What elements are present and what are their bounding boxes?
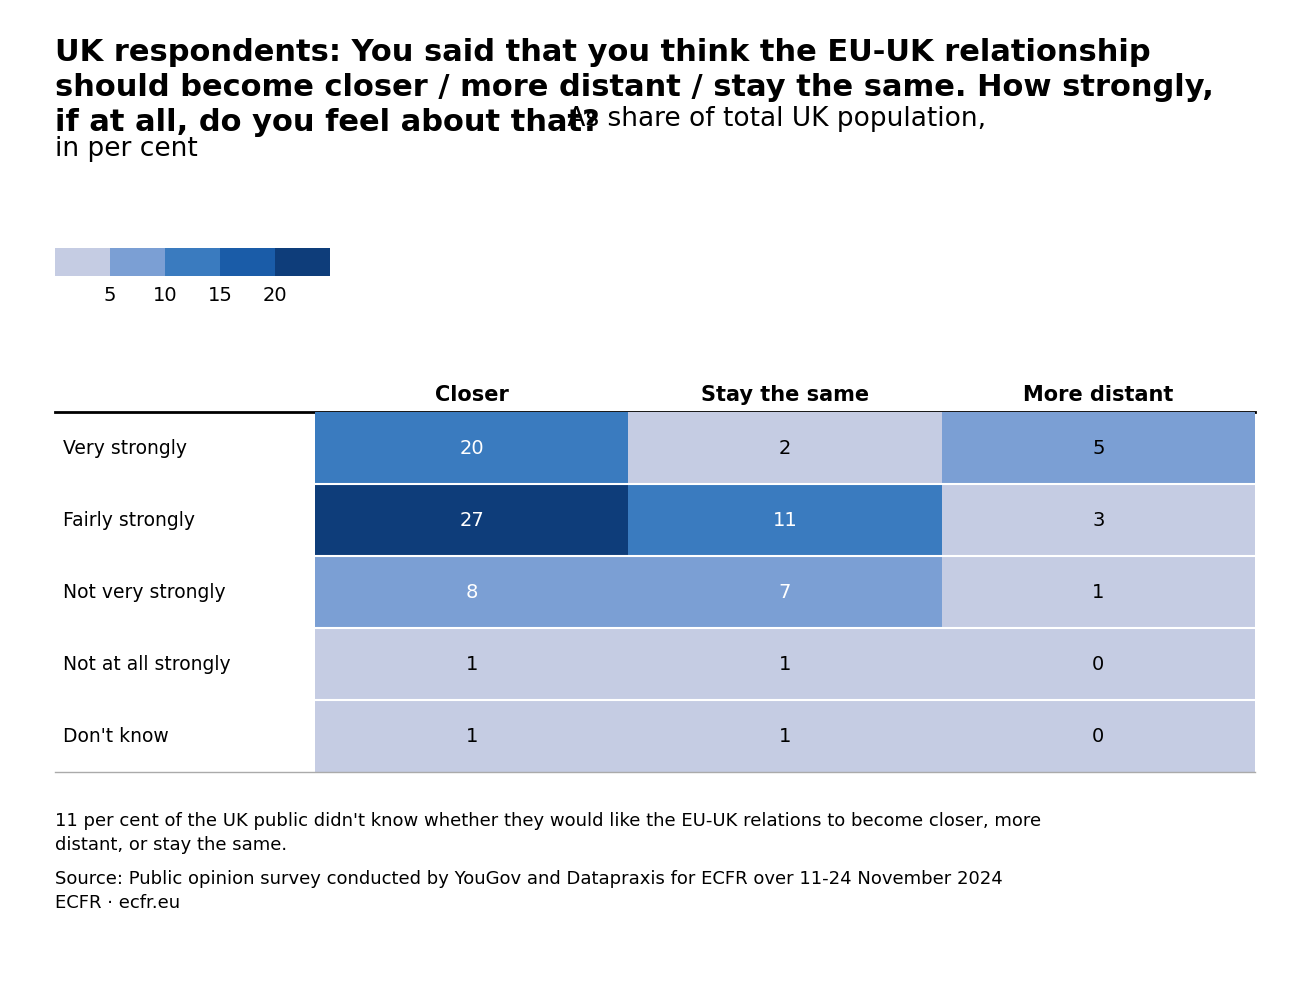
Text: 1: 1 [779,654,792,673]
Bar [628,484,941,556]
Bar [941,412,1254,484]
Text: 20: 20 [263,286,287,305]
Text: 0: 0 [1092,726,1105,745]
Bar [628,628,941,700]
Text: 2: 2 [779,438,792,457]
Text: Fairly strongly: Fairly strongly [62,511,195,530]
Text: More distant: More distant [1023,385,1174,405]
Text: 3: 3 [1092,511,1105,530]
Bar [165,248,220,276]
Bar [315,628,628,700]
Text: in per cent: in per cent [55,136,198,162]
Text: 1: 1 [465,726,478,745]
Bar [315,484,628,556]
Bar [628,700,941,772]
Bar [941,628,1254,700]
Bar [111,248,165,276]
Text: 27: 27 [459,511,484,530]
Text: 1: 1 [779,726,792,745]
Bar [276,248,330,276]
Text: UK respondents: You said that you think the EU-UK relationship
should become clo: UK respondents: You said that you think … [55,38,1214,136]
Bar [315,556,628,628]
Text: 5: 5 [1092,438,1105,457]
Bar [315,700,628,772]
Bar [55,248,110,276]
Text: Stay the same: Stay the same [701,385,870,405]
Bar [315,412,628,484]
Text: Source: Public opinion survey conducted by YouGov and Datapraxis for ECFR over 1: Source: Public opinion survey conducted … [55,870,1002,911]
Text: Closer: Closer [434,385,508,405]
Text: 20: 20 [459,438,484,457]
Text: 1: 1 [465,654,478,673]
Text: 11: 11 [772,511,797,530]
Text: Don't know: Don't know [62,726,169,745]
Text: 0: 0 [1092,654,1105,673]
Text: 8: 8 [465,583,478,602]
Bar [628,556,941,628]
Text: 1: 1 [1092,583,1105,602]
Text: Not very strongly: Not very strongly [62,583,226,602]
Text: 5: 5 [104,286,116,305]
Bar [941,700,1254,772]
Text: 11 per cent of the UK public didn't know whether they would like the EU-UK relat: 11 per cent of the UK public didn't know… [55,812,1041,854]
Text: 7: 7 [779,583,792,602]
Bar [941,484,1254,556]
Bar [220,248,276,276]
Text: Not at all strongly: Not at all strongly [62,654,230,673]
Text: Very strongly: Very strongly [62,438,187,457]
Bar [628,412,941,484]
Text: 15: 15 [208,286,233,305]
Text: As share of total UK population,: As share of total UK population, [559,106,987,132]
Text: 10: 10 [152,286,177,305]
Bar [941,556,1254,628]
